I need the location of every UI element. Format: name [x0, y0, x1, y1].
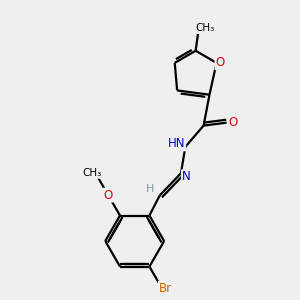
Text: CH₃: CH₃ — [195, 23, 215, 33]
Text: O: O — [228, 116, 238, 129]
Text: Br: Br — [159, 282, 172, 295]
Text: O: O — [103, 189, 113, 202]
Text: HN: HN — [168, 137, 185, 150]
Text: H: H — [146, 184, 154, 194]
Text: N: N — [182, 170, 190, 183]
Text: O: O — [215, 56, 225, 69]
Text: CH₃: CH₃ — [82, 168, 102, 178]
